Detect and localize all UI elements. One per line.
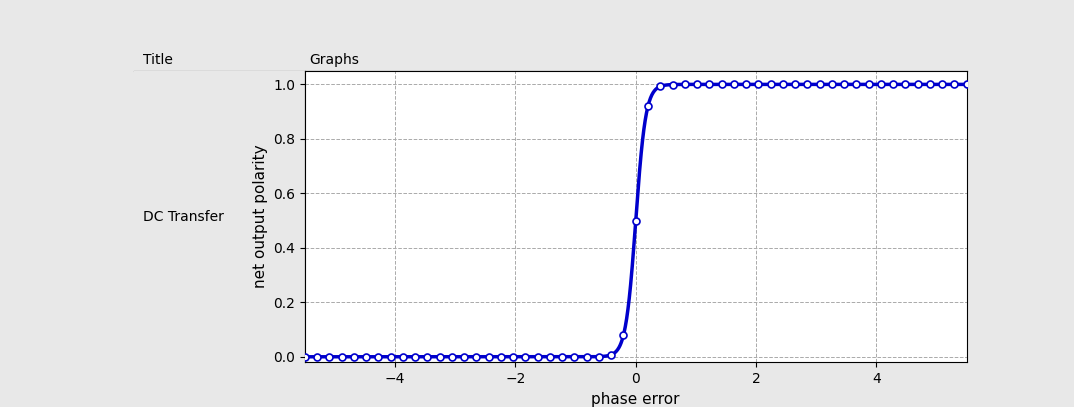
Text: DC Transfer: DC Transfer [143, 210, 223, 223]
Y-axis label: net output polarity: net output polarity [252, 145, 267, 288]
Text: Title: Title [143, 53, 173, 67]
Text: Graphs: Graphs [309, 53, 359, 67]
X-axis label: phase error: phase error [592, 392, 680, 407]
